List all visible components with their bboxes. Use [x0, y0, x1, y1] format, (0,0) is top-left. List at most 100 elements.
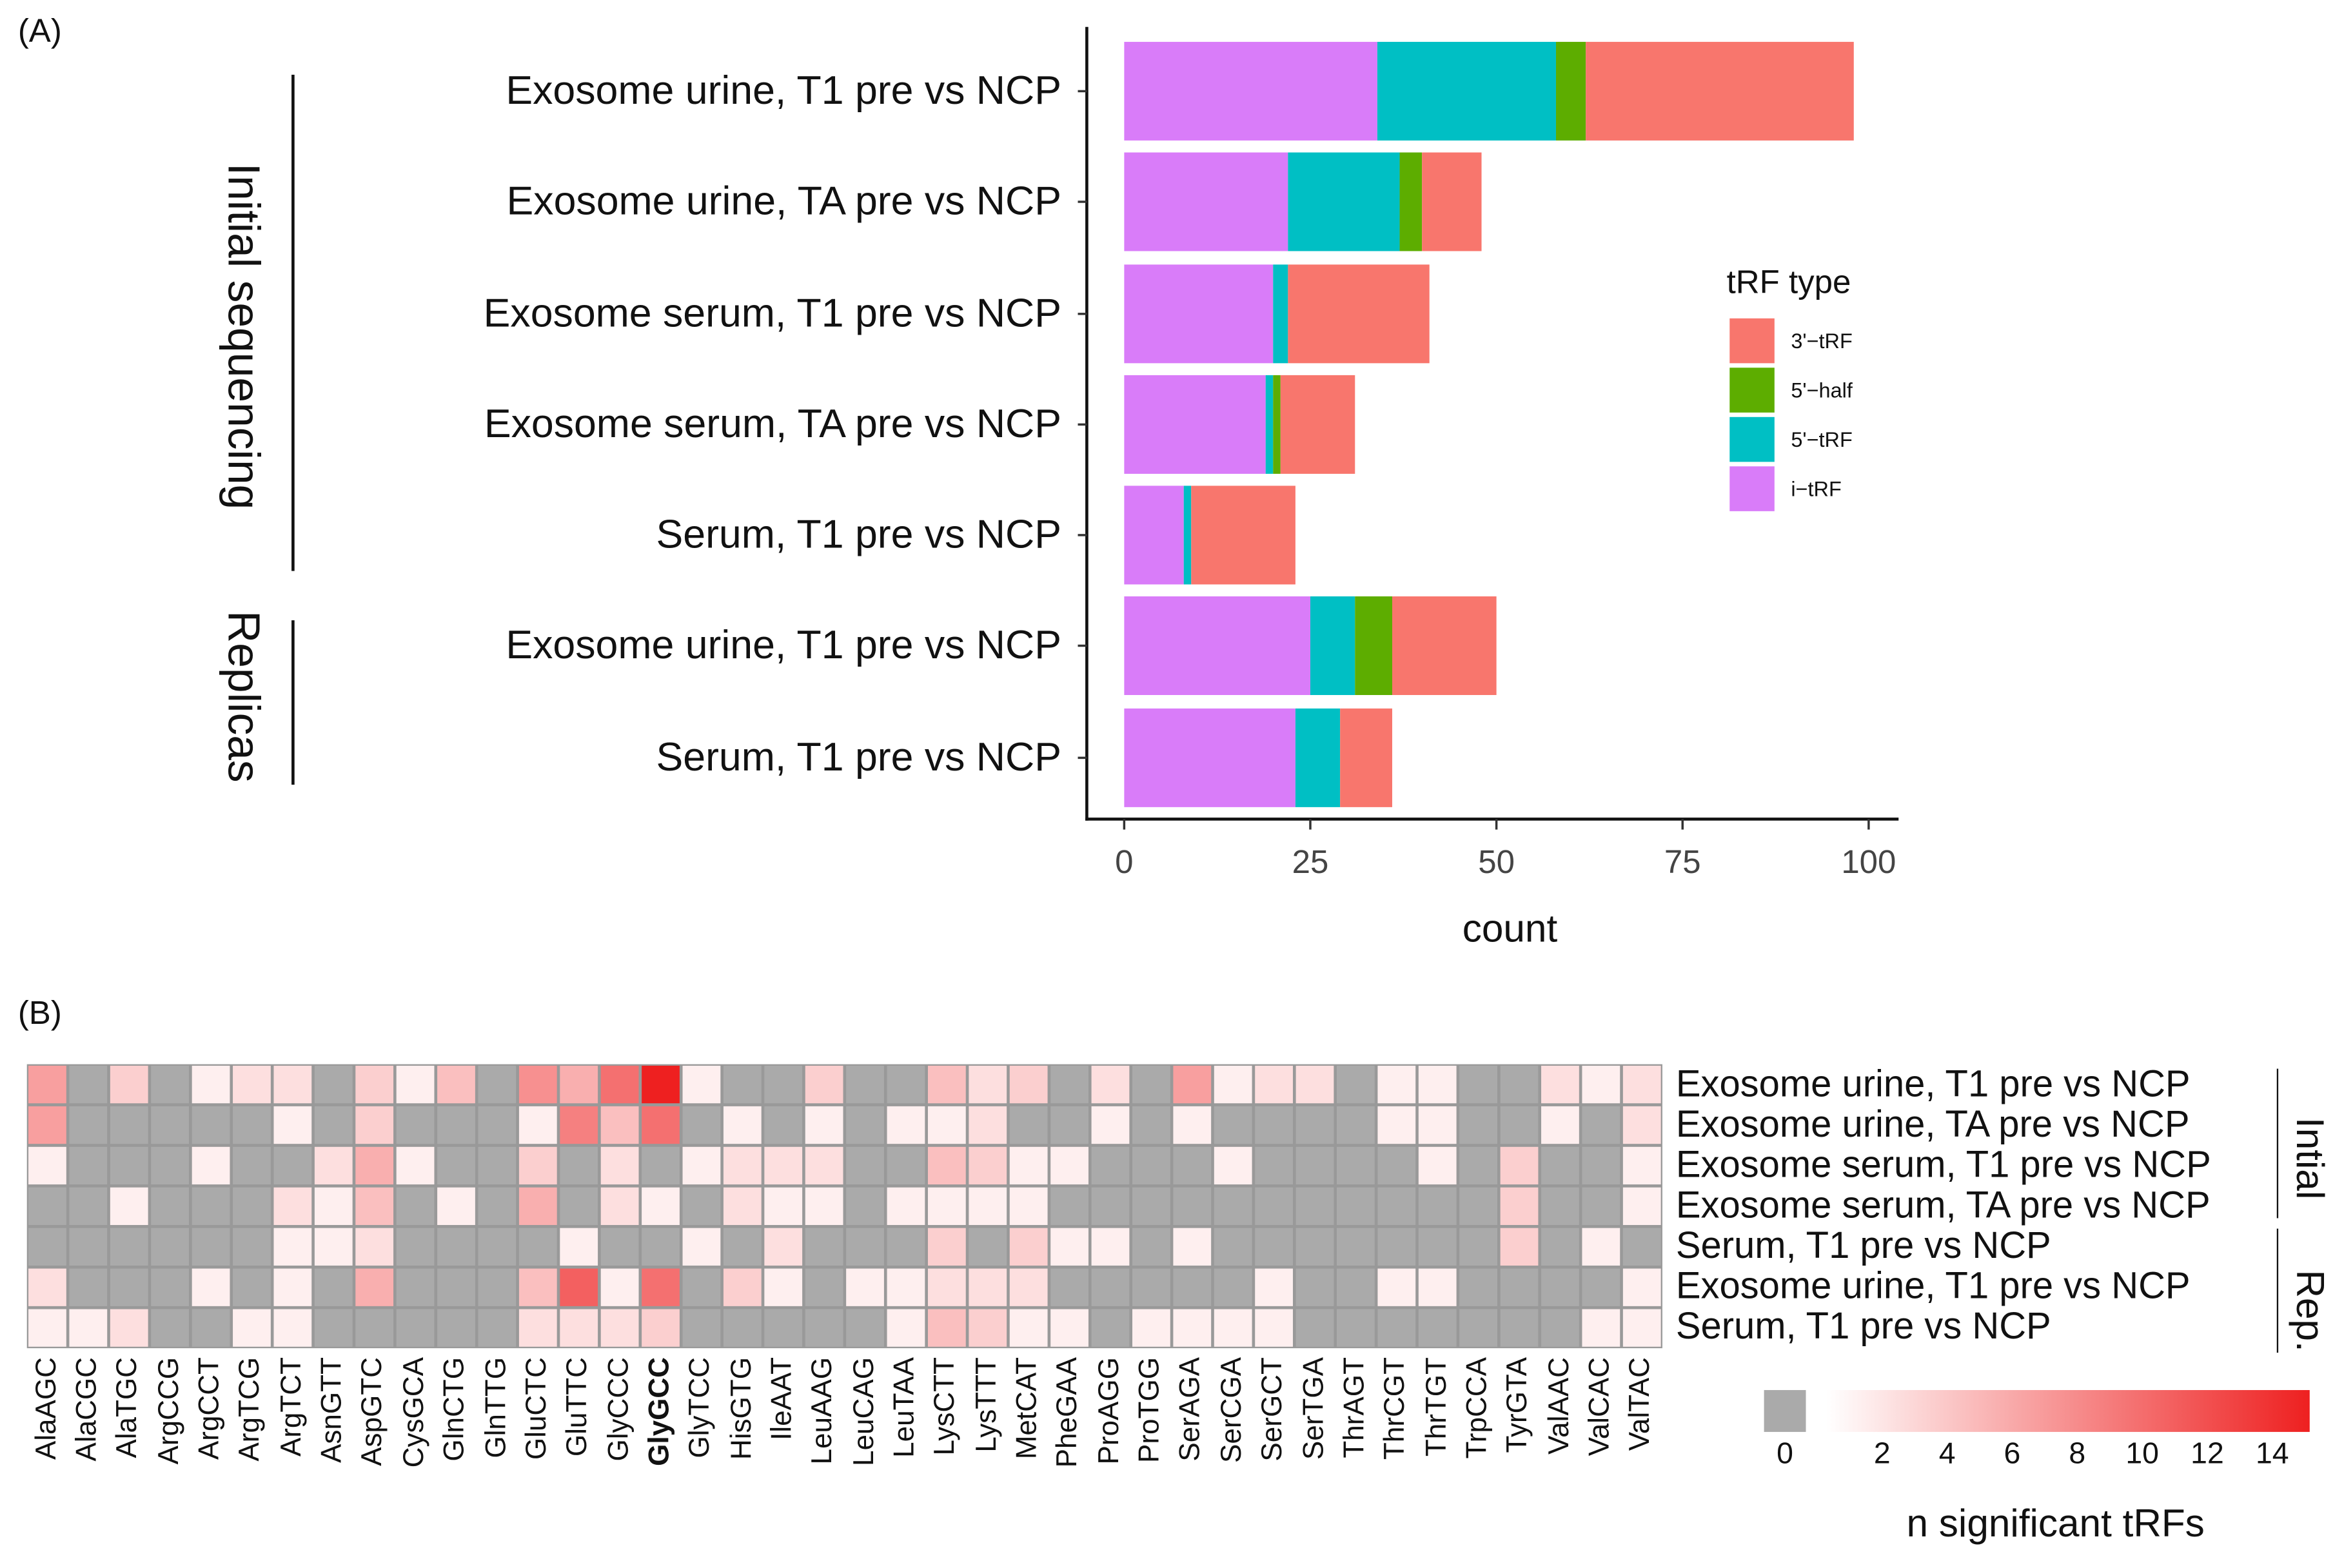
heatmap-column-label: AlaAGC: [30, 1357, 63, 1460]
heatmap-cell: [69, 1228, 108, 1266]
heatmap-cell: [846, 1065, 884, 1104]
heatmap-cell: [437, 1065, 475, 1104]
heatmap-cell: [1500, 1065, 1539, 1104]
heatmap-cell: [1132, 1065, 1170, 1104]
heatmap-row-label: Serum, T1 pre vs NCP: [1675, 1225, 2051, 1268]
heatmap-column-label: LeuAAG: [807, 1357, 840, 1465]
heatmap-cell: [1255, 1268, 1293, 1306]
heatmap-cell: [1377, 1106, 1416, 1144]
heatmap-cell: [233, 1146, 271, 1185]
heatmap-cell: [314, 1187, 353, 1226]
heatmap-cell: [151, 1187, 190, 1226]
heatmap-cell: [927, 1146, 966, 1185]
heatmap-cell: [1337, 1187, 1375, 1226]
heatmap-cell: [478, 1065, 517, 1104]
heatmap-cell: [1132, 1309, 1170, 1347]
heatmap-cell: [846, 1309, 884, 1347]
heatmap-cell: [969, 1146, 1007, 1185]
heatmap-cell: [273, 1146, 312, 1185]
heatmap-cell: [151, 1065, 190, 1104]
heatmap-column-label: ValCAC: [1584, 1357, 1617, 1456]
heatmap-column-label: GlyGCC: [644, 1357, 676, 1466]
heatmap-column-label: GlyCCC: [603, 1357, 635, 1462]
heatmap-cell: [805, 1268, 843, 1306]
heatmap-cell: [314, 1106, 353, 1144]
heatmap-cell: [1295, 1146, 1334, 1185]
category-label: Exosome serum, T1 pre vs NCP: [483, 290, 1061, 336]
row-group-label-initial: Intial: [2288, 1117, 2333, 1200]
heatmap-column-label: AlaTGC: [112, 1357, 144, 1458]
bar-plot-area: [1078, 26, 1899, 830]
heatmap-column-label: LeuCAG: [849, 1357, 880, 1466]
heatmap-column-label: TyrGTA: [1502, 1357, 1535, 1453]
heatmap-cell: [887, 1106, 925, 1144]
heatmap-cell: [1377, 1187, 1416, 1226]
heatmap-cell: [69, 1106, 108, 1144]
heatmap-cell: [846, 1146, 884, 1185]
heatmap-cell: [1377, 1228, 1416, 1266]
colorbar-tick-label: 8: [2069, 1438, 2086, 1471]
heatmap-cell: [1418, 1309, 1457, 1347]
heatmap-cell: [927, 1309, 966, 1347]
heatmap-cell: [151, 1309, 190, 1347]
heatmap-column-label: ArgCCG: [153, 1357, 185, 1465]
bar-segment: [1310, 596, 1355, 696]
heatmap-column-label: SerGCT: [1257, 1357, 1289, 1462]
heatmap-cell: [28, 1106, 66, 1144]
heatmap-cell: [518, 1228, 557, 1266]
heatmap-cell: [764, 1187, 803, 1226]
heatmap-column-label: GlnCTG: [439, 1357, 471, 1462]
heatmap-cell: [846, 1228, 884, 1266]
heatmap-cell: [28, 1228, 66, 1266]
heatmap-cell: [642, 1268, 680, 1306]
bar-segment: [1265, 375, 1274, 474]
heatmap-cell: [518, 1268, 557, 1306]
heatmap-cell: [1582, 1065, 1620, 1104]
heatmap-cell: [1173, 1268, 1212, 1306]
heatmap-cell: [969, 1106, 1007, 1144]
heatmap-column-label: PheGAA: [1053, 1357, 1085, 1468]
heatmap-cell: [478, 1146, 517, 1185]
heatmap-cell: [192, 1268, 230, 1306]
colorbar-gradient: [1826, 1390, 2310, 1432]
heatmap-cell: [1091, 1268, 1130, 1306]
heatmap-cell: [1459, 1309, 1498, 1347]
heatmap-cell: [764, 1065, 803, 1104]
heatmap-cell: [1418, 1065, 1457, 1104]
heatmap-cell: [1173, 1187, 1212, 1226]
heatmap-cell: [969, 1187, 1007, 1226]
heatmap-cell: [1541, 1228, 1579, 1266]
heatmap-cell: [69, 1187, 108, 1226]
heatmap-cell: [1622, 1106, 1661, 1144]
row-group-label-rep: Rep.: [2288, 1269, 2333, 1352]
heatmap-cell: [233, 1106, 271, 1144]
heatmap-cell: [1500, 1187, 1539, 1226]
heatmap-cell: [764, 1309, 803, 1347]
heatmap-cell: [28, 1268, 66, 1306]
heatmap-cell: [273, 1268, 312, 1306]
heatmap-column-label: GluTTC: [562, 1357, 594, 1457]
heatmap-cell: [1173, 1309, 1212, 1347]
heatmap-cell: [396, 1187, 435, 1226]
heatmap-background: [26, 1064, 1662, 1349]
heatmap-column-label: ThrTGT: [1421, 1357, 1453, 1457]
heatmap-cell: [846, 1187, 884, 1226]
heatmap-cell: [805, 1146, 843, 1185]
heatmap-column-label: TrpCCA: [1462, 1357, 1493, 1459]
heatmap-cell: [887, 1268, 925, 1306]
heatmap-cell: [478, 1187, 517, 1226]
heatmap-cell: [642, 1106, 680, 1144]
heatmap-cell: [1214, 1106, 1252, 1144]
heatmap-cell: [682, 1106, 721, 1144]
heatmap-cell: [314, 1268, 353, 1306]
heatmap-column-label: CysGCA: [399, 1357, 431, 1468]
heatmap-cell: [1295, 1309, 1334, 1347]
heatmap-cell: [314, 1065, 353, 1104]
heatmap-cell: [1091, 1106, 1130, 1144]
heatmap-cell: [314, 1228, 353, 1266]
heatmap-cell: [192, 1065, 230, 1104]
heatmap-cell: [887, 1309, 925, 1347]
heatmap-cell: [69, 1268, 108, 1306]
heatmap-cell: [437, 1187, 475, 1226]
heatmap-cell: [969, 1065, 1007, 1104]
